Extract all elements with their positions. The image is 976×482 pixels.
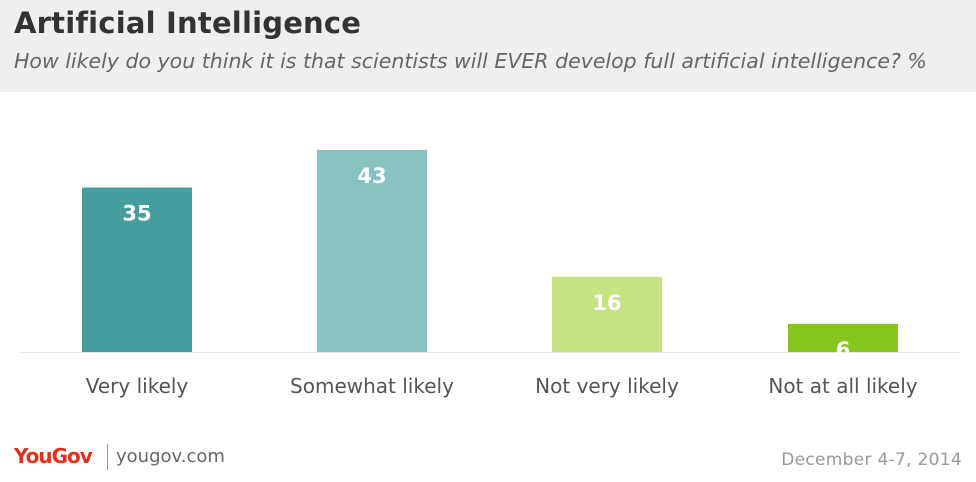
category-label: Somewhat likely xyxy=(290,374,454,398)
footer-divider xyxy=(107,444,108,470)
bar-chart: 35 Very likely 43 Somewhat likely 16 Not very… xyxy=(20,150,960,398)
survey-date: December 4-7, 2014 xyxy=(781,450,962,470)
category-label: Not at all likely xyxy=(768,374,917,398)
chart-subtitle: How likely do you think it is that scien… xyxy=(14,49,927,73)
bar-value-label: 6 xyxy=(836,338,851,362)
footer-url: yougov.com xyxy=(116,446,225,467)
chart-header: Artificial Intelligence How likely do yo… xyxy=(0,0,976,92)
category-label: Very likely xyxy=(86,374,189,398)
bar-value-label: 35 xyxy=(122,202,151,226)
bar-very-likely xyxy=(82,187,192,352)
yougov-logo: YouGov xyxy=(14,444,93,468)
bar-not-at-all-likely xyxy=(788,323,898,352)
bar-not-very-likely xyxy=(552,276,662,352)
bar-value-label: 16 xyxy=(592,291,621,315)
bar-somewhat-likely xyxy=(317,150,427,352)
chart-title: Artificial Intelligence xyxy=(14,6,362,40)
category-label: Not very likely xyxy=(535,374,679,398)
bar-value-label: 43 xyxy=(357,164,386,188)
